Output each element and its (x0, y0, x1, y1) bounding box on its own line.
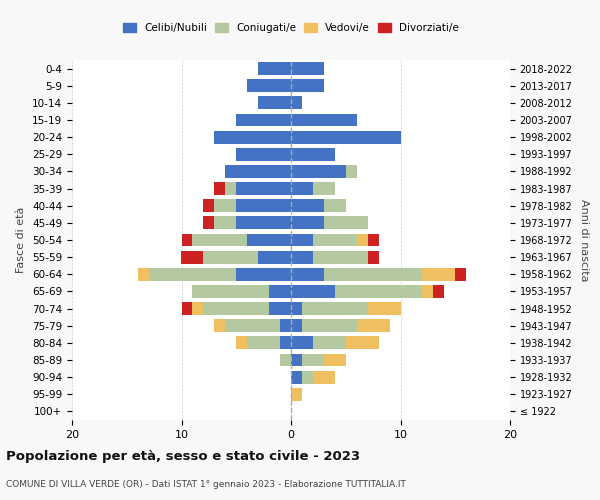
Bar (258, 62, 291, 75)
Bar (291, 268, 324, 280)
Bar (422, 268, 455, 280)
Bar (291, 250, 313, 264)
Bar (324, 354, 346, 366)
Bar (236, 182, 291, 195)
Bar (214, 320, 226, 332)
Bar (324, 216, 368, 230)
Bar (236, 148, 291, 160)
Bar (193, 302, 203, 315)
Bar (193, 234, 247, 246)
Bar (313, 336, 346, 349)
Bar (291, 388, 302, 400)
Bar (181, 250, 203, 264)
Text: COMUNE DI VILLA VERDE (OR) - Dati ISTAT 1° gennaio 2023 - Elaborazione TUTTITALI: COMUNE DI VILLA VERDE (OR) - Dati ISTAT … (6, 480, 406, 489)
Bar (269, 302, 291, 315)
Bar (324, 268, 422, 280)
Bar (291, 370, 302, 384)
Bar (236, 336, 247, 349)
Bar (182, 302, 193, 315)
Bar (291, 165, 346, 178)
Y-axis label: Fasce di età: Fasce di età (16, 207, 26, 273)
Y-axis label: Anni di nascita: Anni di nascita (580, 198, 589, 281)
Bar (422, 285, 433, 298)
Bar (302, 320, 356, 332)
Bar (138, 268, 149, 280)
Bar (280, 336, 291, 349)
Bar (214, 182, 226, 195)
Bar (280, 354, 291, 366)
Bar (269, 285, 291, 298)
Bar (247, 336, 280, 349)
Bar (346, 165, 356, 178)
Bar (203, 302, 269, 315)
Bar (313, 234, 356, 246)
Bar (291, 80, 324, 92)
Bar (291, 336, 313, 349)
Bar (291, 182, 313, 195)
Bar (368, 234, 379, 246)
Bar (236, 200, 291, 212)
Bar (302, 302, 368, 315)
Bar (226, 320, 280, 332)
Legend: Celibi/Nubili, Coniugati/e, Vedovi/e, Divorziati/e: Celibi/Nubili, Coniugati/e, Vedovi/e, Di… (119, 18, 463, 37)
Bar (368, 302, 401, 315)
Bar (346, 336, 379, 349)
Bar (203, 216, 214, 230)
Bar (313, 250, 368, 264)
Bar (302, 370, 313, 384)
Bar (193, 285, 269, 298)
Bar (214, 130, 291, 143)
Bar (433, 285, 444, 298)
Bar (236, 114, 291, 126)
Bar (291, 96, 302, 110)
Bar (356, 234, 368, 246)
Bar (291, 354, 302, 366)
Bar (291, 234, 313, 246)
Bar (455, 268, 466, 280)
Bar (291, 216, 324, 230)
Bar (226, 165, 291, 178)
Bar (313, 370, 335, 384)
Bar (291, 148, 335, 160)
Bar (203, 200, 214, 212)
Bar (291, 285, 335, 298)
Bar (324, 200, 346, 212)
Bar (236, 268, 291, 280)
Bar (335, 285, 422, 298)
Bar (291, 302, 302, 315)
Bar (280, 320, 291, 332)
Bar (247, 234, 291, 246)
Bar (291, 62, 324, 75)
Bar (182, 234, 193, 246)
Bar (247, 80, 291, 92)
Bar (291, 114, 356, 126)
Bar (149, 268, 236, 280)
Bar (258, 250, 291, 264)
Bar (291, 130, 401, 143)
Bar (226, 182, 236, 195)
Bar (302, 354, 324, 366)
Text: Popolazione per età, sesso e stato civile - 2023: Popolazione per età, sesso e stato civil… (6, 450, 360, 463)
Bar (356, 320, 389, 332)
Bar (214, 200, 236, 212)
Bar (203, 250, 258, 264)
Bar (214, 216, 236, 230)
Bar (368, 250, 379, 264)
Bar (291, 200, 324, 212)
Bar (291, 320, 302, 332)
Bar (313, 182, 335, 195)
Bar (258, 96, 291, 110)
Bar (236, 216, 291, 230)
